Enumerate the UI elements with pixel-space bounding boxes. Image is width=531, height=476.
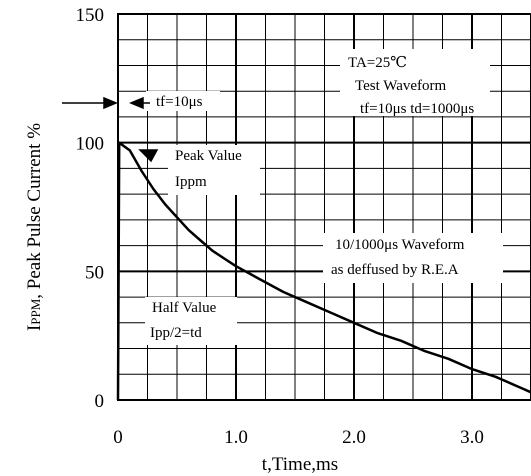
- x-tick-label: 3.0: [460, 427, 484, 448]
- peak-value-label: Peak Value: [175, 148, 242, 164]
- annotations: TA=25℃ Test Waveform tf=10μs td=1000μs t…: [145, 49, 503, 345]
- peak-arrow-head: [138, 149, 159, 163]
- peak-ippm-label: Ippm: [175, 174, 207, 190]
- arrows: [62, 96, 159, 163]
- x-tick-label: 2.0: [342, 427, 366, 448]
- y-tick-label: 50: [85, 262, 104, 283]
- x-axis-title: t,Time,ms: [262, 454, 338, 475]
- y-axis-title: IPPM, Peak Pulse Current %: [24, 123, 45, 331]
- tick-labels: 0 1.0 2.0 3.0 0 50 100 150: [76, 5, 484, 448]
- half-td-label: Ipp/2=td: [150, 325, 202, 341]
- waveform-label-1: 10/1000μs Waveform: [335, 237, 465, 253]
- tf-label: tf=10μs: [156, 94, 203, 110]
- condition-ta: TA=25℃: [348, 55, 407, 71]
- waveform-label-2: as deffused by R.E.A: [331, 262, 459, 278]
- tf-arrow-left-head: [103, 96, 118, 110]
- y-tick-label: 0: [95, 391, 105, 412]
- curve-layer: [116, 141, 531, 401]
- y-tick-label: 100: [76, 134, 105, 155]
- pulse-current-curve: [116, 141, 531, 401]
- y-axis-title-rest: , Peak Pulse Current %: [24, 123, 45, 299]
- x-tick-label: 1.0: [224, 427, 248, 448]
- y-axis-title-sub: PPM: [28, 298, 43, 324]
- y-axis-title-main: I: [24, 325, 45, 331]
- y-tick-label: 150: [76, 5, 105, 26]
- condition-waveform: Test Waveform: [355, 78, 447, 94]
- half-value-label: Half Value: [152, 300, 217, 316]
- condition-tf-td: tf=10μs td=1000μs: [360, 101, 474, 117]
- tf-arrow-right-head: [129, 96, 144, 110]
- x-tick-label: 0: [113, 427, 123, 448]
